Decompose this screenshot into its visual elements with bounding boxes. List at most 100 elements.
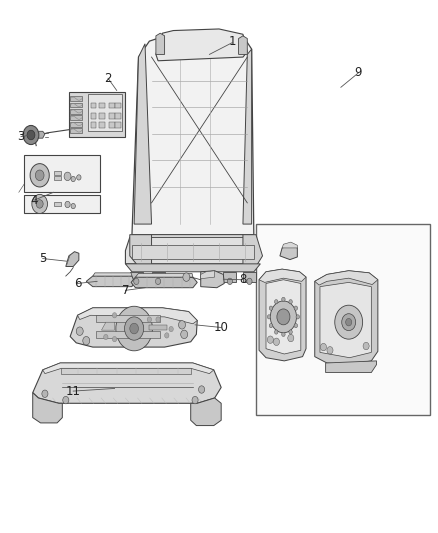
Circle shape: [169, 326, 173, 332]
Bar: [99, 103, 105, 109]
Polygon shape: [43, 363, 214, 374]
Polygon shape: [70, 308, 197, 347]
Bar: [116, 122, 120, 127]
Polygon shape: [223, 272, 237, 282]
Polygon shape: [70, 122, 82, 126]
Polygon shape: [88, 94, 122, 131]
Text: 7: 7: [122, 284, 129, 297]
Polygon shape: [132, 30, 254, 235]
Polygon shape: [70, 103, 82, 108]
Circle shape: [327, 346, 333, 354]
Circle shape: [267, 336, 273, 343]
Circle shape: [165, 333, 169, 338]
Polygon shape: [54, 202, 61, 206]
Circle shape: [147, 317, 152, 322]
Circle shape: [363, 342, 369, 350]
Text: 6: 6: [74, 277, 81, 290]
Circle shape: [288, 334, 294, 342]
Circle shape: [273, 338, 279, 345]
Circle shape: [23, 125, 39, 144]
Circle shape: [294, 306, 297, 310]
Polygon shape: [135, 273, 193, 277]
Circle shape: [282, 332, 285, 336]
Circle shape: [267, 315, 271, 319]
Text: 2: 2: [104, 72, 112, 85]
Polygon shape: [280, 245, 297, 260]
Bar: [110, 122, 115, 127]
Circle shape: [63, 397, 69, 404]
Polygon shape: [320, 282, 371, 358]
Polygon shape: [243, 235, 262, 266]
Circle shape: [269, 306, 273, 310]
Circle shape: [77, 175, 81, 180]
Polygon shape: [259, 269, 306, 282]
Circle shape: [181, 330, 187, 338]
Circle shape: [30, 164, 49, 187]
Circle shape: [192, 397, 198, 404]
Circle shape: [275, 300, 278, 304]
Circle shape: [104, 334, 108, 340]
Bar: [91, 103, 96, 109]
Bar: [116, 114, 120, 118]
Circle shape: [130, 323, 138, 334]
Polygon shape: [239, 36, 247, 54]
Circle shape: [183, 273, 190, 281]
Circle shape: [179, 320, 185, 329]
Circle shape: [296, 315, 300, 319]
Polygon shape: [33, 393, 62, 423]
Bar: [24, 155, 100, 192]
Circle shape: [113, 313, 117, 318]
Text: 10: 10: [214, 321, 229, 334]
Polygon shape: [96, 316, 160, 322]
Polygon shape: [243, 272, 256, 282]
Bar: [24, 195, 100, 214]
Polygon shape: [61, 368, 191, 374]
Circle shape: [277, 309, 290, 325]
Polygon shape: [125, 264, 260, 272]
Circle shape: [35, 170, 44, 181]
Polygon shape: [315, 271, 378, 285]
Polygon shape: [125, 237, 260, 264]
Polygon shape: [282, 242, 297, 248]
Polygon shape: [156, 33, 165, 54]
Text: 11: 11: [66, 385, 81, 398]
Circle shape: [76, 327, 83, 335]
Polygon shape: [152, 272, 165, 282]
Polygon shape: [35, 131, 45, 138]
Polygon shape: [130, 272, 143, 282]
Circle shape: [269, 324, 273, 328]
Polygon shape: [156, 29, 247, 61]
Polygon shape: [78, 308, 197, 324]
Text: 1: 1: [228, 35, 236, 47]
Circle shape: [198, 386, 205, 393]
Circle shape: [42, 390, 48, 398]
Polygon shape: [86, 276, 134, 287]
Circle shape: [342, 314, 356, 330]
Polygon shape: [201, 271, 224, 288]
Polygon shape: [33, 363, 221, 403]
Circle shape: [113, 336, 117, 342]
Circle shape: [71, 176, 75, 182]
Polygon shape: [70, 115, 82, 120]
Circle shape: [27, 130, 35, 140]
Bar: [110, 103, 115, 109]
Polygon shape: [70, 128, 82, 133]
Circle shape: [65, 201, 70, 208]
Polygon shape: [131, 277, 197, 288]
Polygon shape: [132, 245, 254, 259]
Polygon shape: [134, 44, 152, 224]
Circle shape: [155, 278, 161, 285]
Circle shape: [64, 172, 71, 181]
Circle shape: [335, 305, 363, 339]
Polygon shape: [201, 271, 215, 279]
Circle shape: [275, 330, 278, 334]
Polygon shape: [266, 280, 301, 354]
Circle shape: [227, 278, 233, 285]
Polygon shape: [130, 235, 152, 266]
Bar: [91, 114, 96, 118]
Polygon shape: [96, 331, 160, 338]
Polygon shape: [70, 109, 82, 114]
Bar: [256, 224, 430, 415]
Polygon shape: [54, 171, 61, 175]
Polygon shape: [243, 49, 252, 224]
